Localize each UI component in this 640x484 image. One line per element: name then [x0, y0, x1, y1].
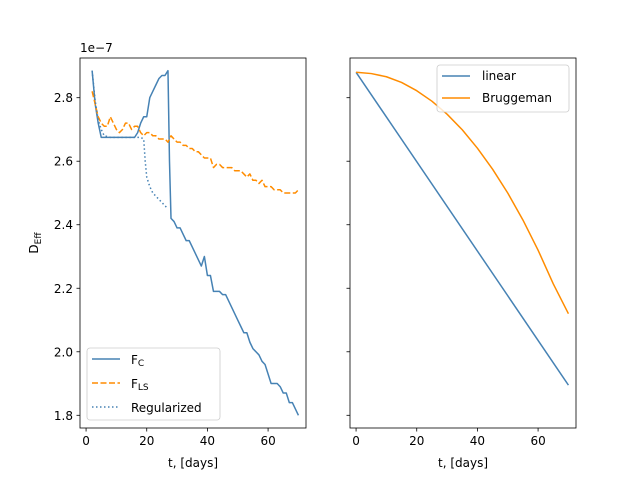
legend-label-linear: linear [482, 69, 516, 83]
left-y-axis-label-sub: Eff [34, 232, 44, 245]
left-y-tick-label: 2.6 [54, 155, 73, 169]
left-y-tick-label: 2.8 [54, 91, 73, 105]
right-x-axis-label: t, [days] [438, 456, 488, 470]
right-legend: linear Bruggeman [436, 64, 570, 113]
left-panel: 0 20 40 60 1.8 2.0 2.2 2.4 2.6 2.8 1e−7 t, [days]… [27, 41, 307, 470]
right-axes-frame [349, 57, 577, 429]
right-x-tick-label: 0 [352, 434, 360, 448]
legend-label-bruggeman: Bruggeman [482, 91, 552, 105]
legend-label-fls-main: F [131, 377, 138, 391]
right-x-tick-label: 60 [530, 434, 545, 448]
left-series-line-fls [91, 91, 299, 194]
legend-label-fc-main: F [131, 353, 138, 367]
legend-label-fc: FC [131, 353, 144, 369]
left-y-axis-label: DEff [27, 232, 44, 254]
left-x-tick-label: 60 [260, 434, 275, 448]
left-legend-box [86, 347, 221, 421]
right-series-line-bruggeman [356, 71, 570, 315]
legend-label-fls-sub: LS [138, 383, 149, 393]
right-x-tick-label: 20 [409, 434, 424, 448]
legend-label-regularized: Regularized [131, 401, 202, 415]
left-x-tick-label: 0 [82, 434, 90, 448]
left-series-line-regularized [91, 70, 169, 210]
left-y-tick-label: 2.4 [54, 218, 73, 232]
left-y-tick-label: 2.2 [54, 282, 73, 296]
left-axes-frame [79, 57, 307, 429]
left-y-tick-label: 1.8 [54, 409, 73, 423]
left-x-tick-label: 20 [139, 434, 154, 448]
legend-label-fc-sub: C [138, 359, 144, 369]
left-series-line-fc [91, 69, 300, 416]
left-x-axis-label: t, [days] [168, 456, 218, 470]
right-series-line-linear [355, 71, 570, 386]
right-x-tick-label: 40 [470, 434, 485, 448]
right-panel: 0 20 40 60 t, [days] linear Bruggeman [346, 57, 577, 470]
left-legend: FC FLS Regularized [86, 347, 221, 421]
left-offset-text: 1e−7 [80, 41, 113, 55]
left-y-tick-label: 2.0 [54, 345, 73, 359]
legend-label-fls: FLS [131, 377, 149, 393]
left-y-axis-label-main: D [27, 244, 41, 253]
left-x-tick-label: 40 [200, 434, 215, 448]
